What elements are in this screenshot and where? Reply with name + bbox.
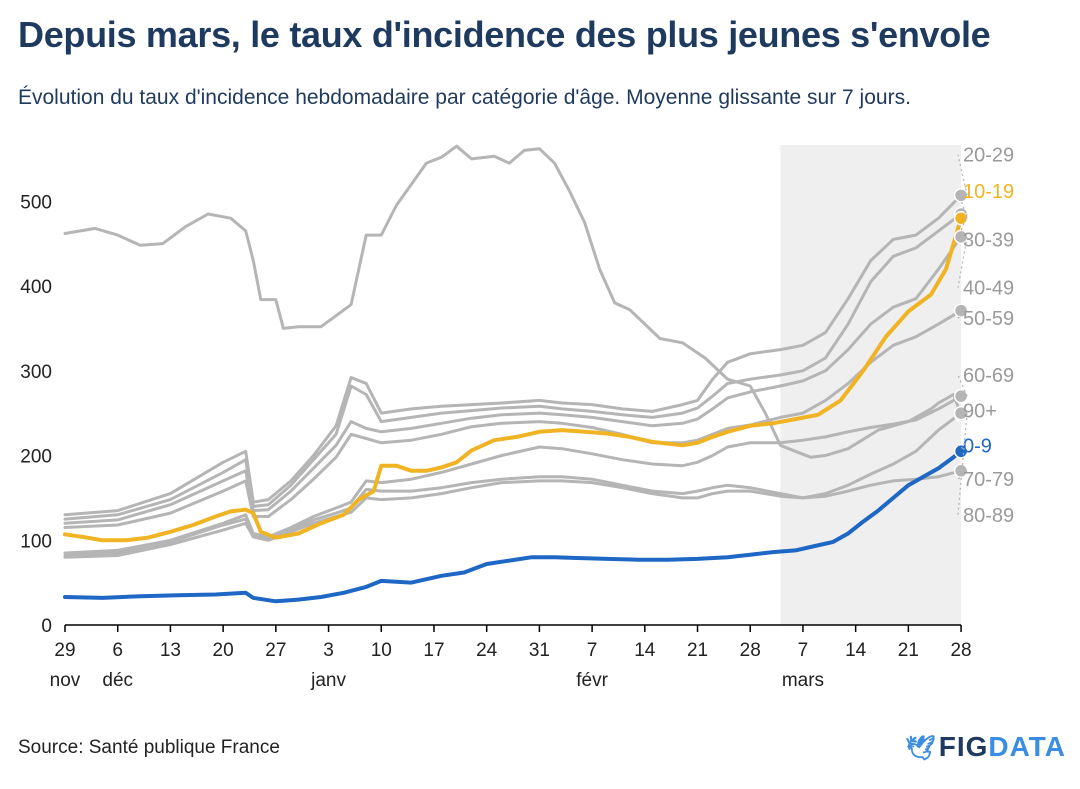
series-line-10-19 — [63, 216, 964, 543]
logo-data: DATA — [988, 731, 1066, 762]
series-label-30-39: 30-39 — [963, 229, 1014, 251]
x-tick-label: 29 — [54, 640, 75, 661]
end-marker-70-79 — [953, 463, 969, 479]
x-month-label: nov — [50, 670, 81, 691]
x-tick-label: 13 — [160, 640, 181, 661]
label-leader-90+ — [957, 410, 968, 416]
source-note: Source: Santé publique France — [18, 737, 280, 758]
series-label-10-19: 10-19 — [963, 181, 1014, 203]
label-leader-80-89 — [957, 413, 968, 515]
x-tick-label: 24 — [476, 640, 498, 661]
series-line-70-79 — [63, 469, 963, 559]
series-label-40-49: 40-49 — [963, 278, 1014, 300]
x-month-label: déc — [102, 670, 133, 691]
x-tick-label: 7 — [587, 640, 598, 661]
x-tick-label: 14 — [634, 640, 656, 661]
series-line-60-69 — [63, 394, 963, 555]
series-line-40-49 — [63, 235, 963, 525]
series-line-30-39 — [63, 212, 963, 521]
y-tick-label: 300 — [20, 362, 52, 383]
end-marker-10-19 — [953, 210, 969, 226]
x-tick-label: 3 — [323, 640, 334, 661]
series-label-60-69: 60-69 — [963, 365, 1014, 387]
chart-title: Depuis mars, le taux d'incidence des plu… — [18, 14, 991, 55]
y-tick-label: 0 — [41, 616, 52, 637]
series-line-0-9 — [63, 449, 964, 604]
series-label-50-59: 50-59 — [963, 308, 1014, 330]
series-label-80-89: 80-89 — [963, 505, 1014, 527]
x-tick-label: 20 — [213, 640, 234, 661]
x-tick-label: 21 — [898, 640, 919, 661]
label-leader-40-49 — [957, 236, 968, 288]
bird-icon: 🕊︎ — [905, 735, 937, 762]
end-marker-20-29 — [953, 188, 969, 203]
x-tick-label: 6 — [112, 640, 123, 661]
series-label-20-29: 20-29 — [963, 145, 1014, 167]
x-tick-label: 7 — [798, 640, 809, 661]
y-tick-label: 200 — [20, 447, 52, 468]
x-month-label: janv — [310, 670, 346, 691]
end-marker-0-9 — [953, 444, 969, 459]
series-line-20-29 — [63, 193, 963, 517]
x-tick-label: 31 — [529, 640, 550, 661]
end-marker-40-49 — [953, 229, 969, 245]
y-tick-label: 500 — [20, 192, 52, 213]
series-label-90+: 90+ — [963, 401, 997, 423]
x-month-label: mars — [782, 670, 824, 691]
chart-subtitle: Évolution du taux d'incidence hebdomadai… — [18, 86, 911, 109]
x-tick-label: 17 — [423, 640, 444, 661]
label-leader-70-79 — [957, 470, 968, 480]
series-label-0-9: 0-9 — [963, 435, 992, 457]
series-line-90+ — [63, 144, 963, 459]
x-tick-label: 28 — [740, 640, 761, 661]
series-line-50-59 — [63, 309, 963, 529]
y-tick-label: 100 — [20, 531, 52, 552]
figdata-logo: 🕊︎FIGDATA — [905, 731, 1066, 763]
end-marker-50-59 — [953, 303, 969, 318]
chart: 0 100 200 300 400 500 20-29 10-19 30-39 40-49 50-5… — [20, 144, 1014, 691]
x-tick-label: 14 — [845, 640, 867, 661]
end-marker-60-69 — [953, 388, 969, 404]
end-marker-80-89 — [953, 405, 969, 421]
label-leader-0-9 — [957, 444, 968, 452]
x-tick-label: 28 — [950, 640, 971, 661]
label-leader-50-59 — [957, 310, 968, 319]
x-month-label: févr — [576, 670, 608, 691]
x-tick-label: 10 — [371, 640, 392, 661]
series-label-70-79: 70-79 — [963, 469, 1014, 491]
series-line-80-89 — [63, 411, 963, 557]
shaded-period — [780, 145, 962, 625]
y-tick-label: 400 — [20, 277, 52, 298]
label-leader-20-29 — [957, 154, 968, 196]
x-tick-label: 27 — [265, 640, 286, 661]
label-leader-60-69 — [957, 374, 968, 397]
x-tick-label: 21 — [687, 640, 708, 661]
logo-fig: FIG — [938, 731, 989, 762]
